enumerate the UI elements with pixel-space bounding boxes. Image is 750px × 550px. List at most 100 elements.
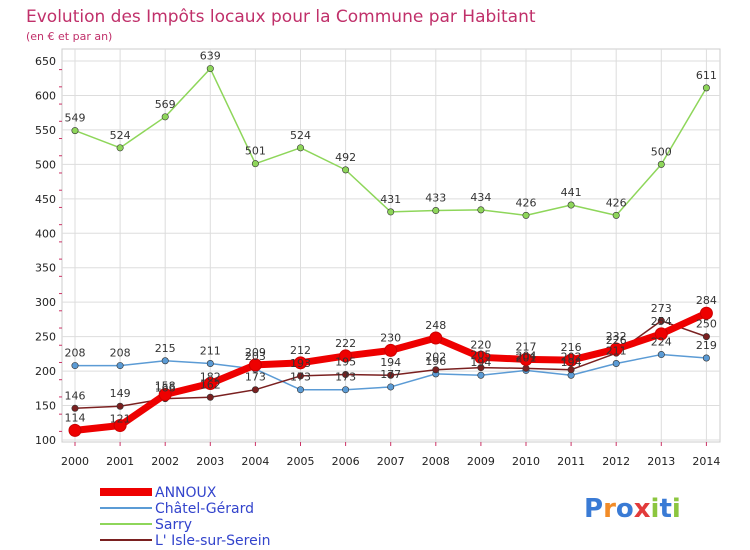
data-label-sarry: 500 <box>651 145 672 158</box>
data-label-chatel-gerard: 211 <box>200 345 221 358</box>
data-point-chatel-gerard <box>296 386 304 394</box>
data-point-sarry <box>342 166 350 174</box>
data-point-sarry <box>612 211 620 219</box>
data-label-l-isle-sur-serein: 158 <box>155 380 176 393</box>
data-label-l-isle-sur-serein: 195 <box>335 356 356 369</box>
data-label-chatel-gerard: 173 <box>335 371 356 384</box>
y-tick-label: 150 <box>35 400 56 413</box>
y-tick-label: 450 <box>35 193 56 206</box>
data-label-l-isle-sur-serein: 226 <box>606 334 627 347</box>
x-tick-label: 2012 <box>602 455 630 468</box>
data-label-sarry: 426 <box>606 196 627 209</box>
data-label-chatel-gerard: 194 <box>561 356 582 369</box>
data-label-annoux: 216 <box>561 341 582 354</box>
data-label-sarry: 639 <box>200 50 221 63</box>
x-tick-label: 2011 <box>557 455 585 468</box>
legend-label-annoux: ANNOUX <box>155 485 217 501</box>
data-label-sarry: 441 <box>561 186 582 199</box>
logo-letter: x <box>634 494 651 524</box>
data-label-chatel-gerard: 173 <box>290 371 311 384</box>
y-tick-label: 550 <box>35 124 56 137</box>
x-tick-label: 2010 <box>512 455 540 468</box>
data-point-sarry <box>567 201 575 209</box>
x-tick-label: 2006 <box>332 455 360 468</box>
data-point-l-isle-sur-serein <box>387 371 395 379</box>
data-label-l-isle-sur-serein: 194 <box>380 356 401 369</box>
data-label-annoux: 121 <box>110 413 131 426</box>
data-label-sarry: 549 <box>65 112 86 125</box>
data-point-sarry <box>296 144 304 152</box>
data-point-sarry <box>522 211 530 219</box>
data-point-annoux <box>519 352 533 366</box>
data-label-sarry: 492 <box>335 151 356 164</box>
data-point-annoux <box>384 343 398 357</box>
x-tick-label: 2003 <box>196 455 224 468</box>
data-point-chatel-gerard <box>71 362 79 370</box>
data-label-l-isle-sur-serein: 250 <box>696 318 717 331</box>
data-label-sarry: 426 <box>516 196 537 209</box>
data-point-l-isle-sur-serein <box>251 386 259 394</box>
logo-letter: P <box>584 494 603 524</box>
data-label-annoux: 182 <box>200 370 221 383</box>
data-label-l-isle-sur-serein: 202 <box>561 351 582 364</box>
data-point-chatel-gerard <box>477 371 485 379</box>
y-tick-label: 200 <box>35 365 56 378</box>
data-label-annoux: 212 <box>290 344 311 357</box>
y-tick-label: 650 <box>35 55 56 68</box>
data-point-annoux <box>339 349 353 363</box>
data-point-sarry <box>71 127 79 135</box>
data-point-sarry <box>116 144 124 152</box>
x-tick-label: 2013 <box>647 455 675 468</box>
data-label-chatel-gerard: 208 <box>110 347 131 360</box>
data-point-l-isle-sur-serein <box>71 404 79 412</box>
data-point-chatel-gerard <box>342 386 350 394</box>
data-point-l-isle-sur-serein <box>477 364 485 372</box>
x-tick-label: 2002 <box>151 455 179 468</box>
data-point-annoux <box>654 327 668 341</box>
data-label-annoux: 254 <box>651 315 672 328</box>
data-point-sarry <box>657 160 665 168</box>
data-label-annoux: 209 <box>245 346 266 359</box>
x-tick-label: 2008 <box>422 455 450 468</box>
legend-label-chatel-gerard: Châtel-Gérard <box>155 501 254 517</box>
data-label-chatel-gerard: 215 <box>155 342 176 355</box>
data-label-sarry: 434 <box>470 191 491 204</box>
x-tick-label: 2004 <box>241 455 269 468</box>
data-point-l-isle-sur-serein <box>522 364 530 372</box>
data-label-chatel-gerard: 194 <box>470 356 491 369</box>
data-label-l-isle-sur-serein: 173 <box>245 371 266 384</box>
data-label-l-isle-sur-serein: 146 <box>65 389 86 402</box>
data-label-chatel-gerard: 208 <box>65 347 86 360</box>
x-tick-label: 2007 <box>377 455 405 468</box>
data-label-annoux: 248 <box>425 319 446 332</box>
legend-label-sarry: Sarry <box>155 517 192 533</box>
data-point-l-isle-sur-serein <box>296 372 304 380</box>
y-tick-label: 500 <box>35 158 56 171</box>
data-label-sarry: 569 <box>155 98 176 111</box>
data-point-sarry <box>432 207 440 215</box>
data-point-chatel-gerard <box>116 362 124 370</box>
data-point-chatel-gerard <box>387 383 395 391</box>
data-point-chatel-gerard <box>206 360 214 368</box>
x-tick-label: 2000 <box>61 455 89 468</box>
logo-letter: r <box>603 494 616 524</box>
data-point-chatel-gerard <box>161 357 169 365</box>
data-label-annoux: 222 <box>335 337 356 350</box>
data-label-l-isle-sur-serein: 193 <box>290 357 311 370</box>
data-point-sarry <box>161 113 169 121</box>
data-label-sarry: 431 <box>380 193 401 206</box>
data-label-sarry: 524 <box>110 129 131 142</box>
data-label-annoux: 220 <box>470 338 491 351</box>
data-label-chatel-gerard: 201 <box>516 351 537 364</box>
data-point-l-isle-sur-serein <box>342 371 350 379</box>
data-point-sarry <box>251 160 259 168</box>
data-point-l-isle-sur-serein <box>702 333 710 341</box>
data-point-annoux <box>203 376 217 390</box>
data-label-l-isle-sur-serein: 273 <box>651 302 672 315</box>
data-label-annoux: 114 <box>65 411 86 424</box>
data-label-l-isle-sur-serein: 204 <box>516 349 537 362</box>
x-tick-label: 2005 <box>287 455 315 468</box>
logo-letter: t <box>659 494 671 524</box>
